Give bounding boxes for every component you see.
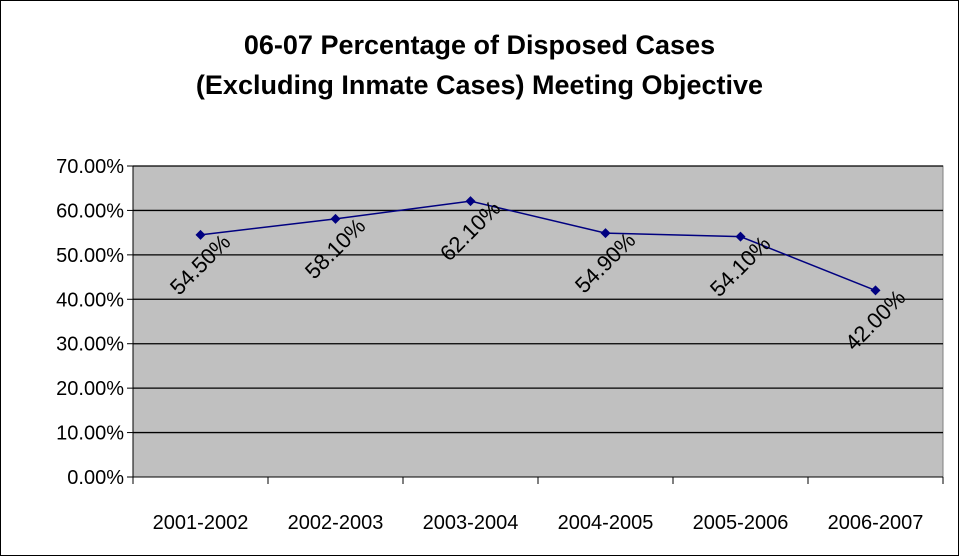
y-tick-label: 40.00%: [56, 289, 124, 311]
x-tick-label: 2006-2007: [828, 512, 924, 534]
data-point-marker: [870, 285, 881, 296]
data-point-marker: [195, 229, 206, 240]
data-point-marker: [735, 231, 746, 242]
y-tick-label: 10.00%: [56, 423, 124, 445]
y-tick-label: 50.00%: [56, 245, 124, 267]
chart-title-line-1: 06-07 Percentage of Disposed Cases: [243, 30, 716, 60]
y-tick-label: 60.00%: [56, 200, 124, 222]
series: [195, 196, 881, 296]
series-line: [200, 200, 876, 292]
x-tick-label: 2004-2005: [558, 512, 654, 534]
plot-area: [132, 165, 944, 478]
chart-title: 06-07 Percentage of Disposed Cases (Excl…: [1, 25, 958, 105]
y-tick-label: 70.00%: [56, 156, 124, 178]
data-point-marker: [330, 213, 341, 224]
x-tick-label: 2003-2004: [423, 512, 519, 534]
x-tick-label: 2005-2006: [693, 512, 789, 534]
y-tick-label: 20.00%: [56, 378, 124, 400]
gridlines: [133, 165, 943, 434]
y-axis-tick-labels: 0.00% 10.00% 20.00% 30.00% 40.00% 50.00% 60.00…: [56, 156, 124, 489]
x-tick-label: 2002-2003: [288, 512, 384, 534]
axes: [127, 165, 944, 484]
data-point-marker: [600, 228, 611, 239]
x-axis-tick-labels: 2001-2002 2002-2003 2003-2004 2004-2005 2005…: [153, 512, 924, 534]
y-tick-label: 0.00%: [67, 467, 124, 489]
chart-title-line-2: (Excluding Inmate Cases) Meeting Objecti…: [195, 70, 764, 100]
y-tick-label: 30.00%: [56, 334, 124, 356]
data-point-marker: [465, 196, 476, 207]
x-tick-label: 2001-2002: [153, 512, 249, 534]
